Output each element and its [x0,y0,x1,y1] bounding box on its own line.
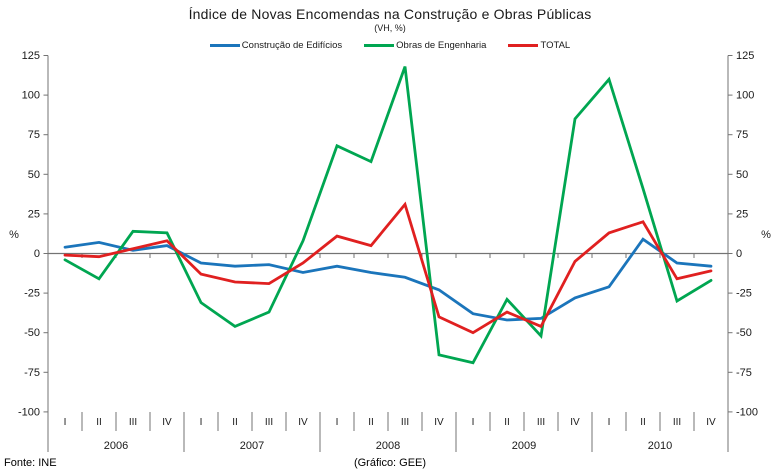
y-tick-label-right: 100 [736,90,754,102]
footer-source-label: Fonte: INE [4,457,57,469]
x-tick-label-quarter: II [504,417,510,428]
y-axis-unit-left: % [9,229,19,241]
x-tick-label-year: 2008 [376,440,400,452]
chart-title: Índice de Novas Encomendas na Construção… [188,6,592,22]
y-tick-label-left: -25 [24,288,40,300]
legend-line-swatch-green [364,43,395,47]
x-tick-label-quarter: II [368,417,374,428]
chart-subtitle: (VH, %) [374,23,406,33]
x-tick-label-quarter: III [265,417,273,428]
y-tick-label-left: 75 [28,129,40,141]
x-tick-label-quarter: II [232,417,238,428]
y-tick-label-left: -100 [18,406,40,418]
y-tick-label-left: 100 [22,90,40,102]
x-tick-label-quarter: I [336,417,339,428]
legend-label: Construção de Edifícios [241,39,343,51]
series-line-constru-o-de-edif-cios [63,237,713,322]
x-tick-label-quarter: II [96,417,102,428]
legend-item-total: TOTAL [508,40,570,51]
x-tick-label-quarter: IV [434,417,444,428]
x-tick-label-quarter: I [200,417,203,428]
y-axis-unit-right: % [761,229,771,241]
x-tick-label-quarter: III [401,417,409,428]
x-tick-label-quarter: I [64,417,67,428]
y-tick-label-left: 25 [28,208,40,220]
y-tick-label-right: -100 [736,406,758,418]
legend-line-swatch-blue [209,43,240,47]
x-tick-label-quarter: III [673,417,681,428]
x-tick-label-quarter: IV [298,417,308,428]
legend-line-swatch-red [508,43,539,47]
y-tick-label-left: 50 [28,169,40,181]
legend: Construção de Edifícios Obras de Engenha… [0,38,780,52]
y-tick-label-right: -25 [736,288,752,300]
x-tick-label-quarter: I [608,417,611,428]
x-tick-label-quarter: III [537,417,545,428]
legend-label: Obras de Engenharia [396,39,487,51]
y-tick-label-right: -75 [736,367,752,379]
x-tick-label-quarter: III [129,417,137,428]
y-tick-label-left: -75 [24,367,40,379]
x-tick-label-year: 2006 [104,440,128,452]
y-tick-label-right: 50 [736,169,748,181]
x-tick-label-quarter: II [640,417,646,428]
x-tick-label-year: 2010 [648,440,672,452]
y-tick-label-right: -50 [736,327,752,339]
legend-item-obras-de-engenharia: Obras de Engenharia [364,40,486,51]
y-tick-label-right: 125 [736,50,754,62]
footer-credit-label: (Gráfico: GEE) [353,457,427,469]
y-tick-label-left: 0 [34,248,40,260]
y-tick-label-right: 75 [736,129,748,141]
x-tick-label-quarter: IV [570,417,580,428]
legend-label: TOTAL [540,39,571,51]
x-tick-label-quarter: IV [162,417,172,428]
legend-item-construcao-de-edificios: Construção de Edifícios [209,39,343,51]
x-tick-label-quarter: IV [706,417,716,428]
x-tick-label-year: 2009 [512,440,536,452]
y-tick-label-left: -50 [24,327,40,339]
series-line-obras-de-engenharia [63,66,713,365]
y-tick-label-right: 0 [736,248,742,260]
series-line-total [63,201,713,335]
x-tick-label-year: 2007 [240,440,264,452]
x-tick-label-quarter: I [472,417,475,428]
y-tick-label-left: 125 [22,50,40,62]
y-tick-label-right: 25 [736,208,748,220]
